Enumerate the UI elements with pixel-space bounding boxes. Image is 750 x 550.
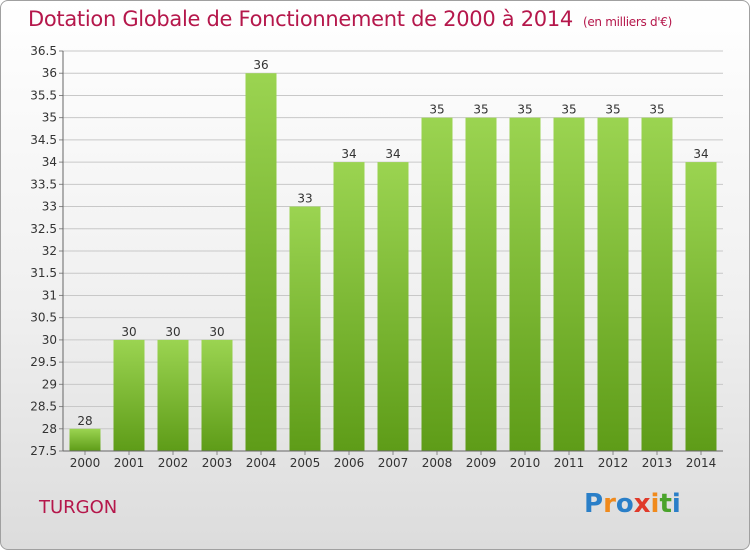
bar-2006 [333,162,365,451]
data-label-2014: 34 [693,147,708,161]
data-label-2006: 34 [341,147,356,161]
data-label-2007: 34 [385,147,400,161]
data-label-2011: 35 [561,103,576,117]
data-label-2012: 35 [605,103,620,117]
data-label-2002: 30 [165,325,180,339]
x-tick-label-2007: 2007 [378,456,409,470]
x-tick-label-2006: 2006 [334,456,365,470]
bar-2007 [377,162,409,451]
data-label-2013: 35 [649,103,664,117]
data-label-2008: 35 [429,103,444,117]
bar-2014 [685,162,717,451]
bar-2004 [245,73,277,451]
y-tick-label: 35 [42,111,57,125]
y-tick-label: 30 [42,333,57,347]
data-label-2000: 28 [77,414,92,428]
y-tick-label: 35.5 [30,88,57,102]
y-tick-label: 31 [42,288,57,302]
data-label-2010: 35 [517,103,532,117]
y-tick-label: 32 [42,244,57,258]
x-tick-label-2005: 2005 [290,456,321,470]
y-tick-label: 32.5 [30,222,57,236]
chart-title: Dotation Globale de Fonctionnement de 20… [28,7,672,31]
y-tick-label: 31.5 [30,266,57,280]
proxiti-logo[interactable]: Proxiti [584,489,681,519]
bar-2000 [69,428,101,451]
y-tick-label: 27.5 [30,444,57,458]
y-tick-label: 36.5 [30,44,57,58]
bar-2008 [421,117,453,452]
x-tick-label-2014: 2014 [686,456,717,470]
y-axis-tick-labels: 27.5 28 28.5 29 29.5 30 30.5 31 31.5 32 32.5 33 33.5… [30,44,57,458]
data-label-2001: 30 [121,325,136,339]
bars [69,73,717,452]
data-label-2009: 35 [473,103,488,117]
bar-2010 [509,117,541,452]
x-tick-label-2003: 2003 [202,456,233,470]
chart-unit: (en milliers d'€) [582,15,672,29]
y-tick-label: 29.5 [30,355,57,369]
axes [62,51,723,452]
data-label-2003: 30 [209,325,224,339]
bar-2001 [113,339,145,451]
chart-title-text: Dotation Globale de Fonctionnement de 20… [28,7,573,31]
x-tick-label-2000: 2000 [70,456,101,470]
x-tick-label-2001: 2001 [114,456,145,470]
bar-2013 [641,117,673,452]
bar-2009 [465,117,497,452]
commune-name: TURGON [39,497,118,518]
x-tick-label-2010: 2010 [510,456,541,470]
y-tick-label: 28 [42,422,57,436]
y-tick-label: 28.5 [30,400,57,414]
y-tick-label: 33.5 [30,177,57,191]
y-tick-label: 29 [42,377,57,391]
x-tick-label-2013: 2013 [642,456,673,470]
bar-2003 [201,339,233,451]
x-tick-label-2011: 2011 [554,456,585,470]
x-tick-label-2008: 2008 [422,456,453,470]
y-tick-label: 34 [42,155,57,169]
data-label-2005: 33 [297,192,312,206]
x-tick-label-2004: 2004 [246,456,277,470]
bar-2011 [553,117,585,452]
x-tick-label-2009: 2009 [466,456,497,470]
y-tick-label: 36 [42,66,57,80]
y-tick-label: 33 [42,200,57,214]
data-label-2004: 36 [253,58,268,72]
x-tick-label-2002: 2002 [158,456,189,470]
bar-2005 [289,206,321,451]
bar-2012 [597,117,629,452]
bar-2002 [157,339,189,451]
x-axis-tick-labels: 2000 2001 2002 2003 2004 2005 2006 2007 2008 2009… [70,451,717,470]
y-tick-label: 34.5 [30,133,57,147]
x-tick-label-2012: 2012 [598,456,629,470]
data-labels: 28 30 30 30 36 33 34 34 35 35 35 35 35 35 34 [77,58,708,428]
y-tick-label: 30.5 [30,311,57,325]
